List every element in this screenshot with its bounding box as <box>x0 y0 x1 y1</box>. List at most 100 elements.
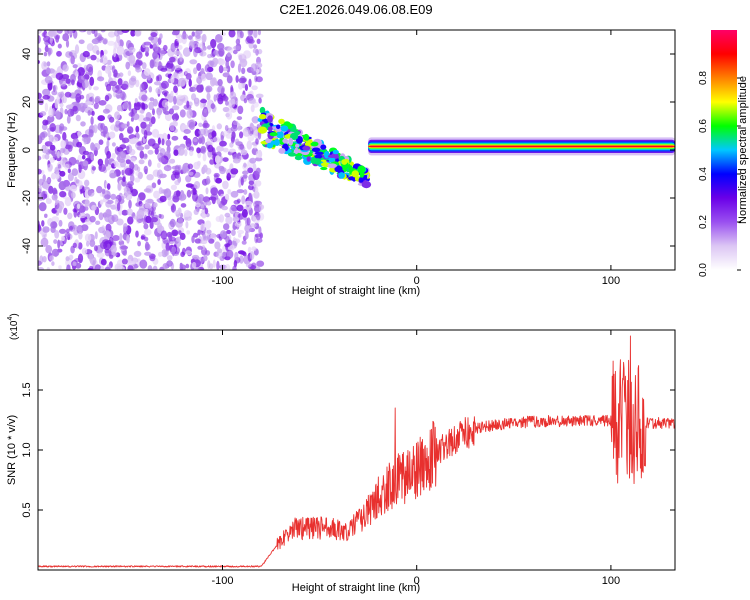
y-tick-label: 40 <box>21 48 33 60</box>
noise-blob <box>153 190 160 199</box>
x-tick-label: 0 <box>414 275 420 287</box>
noise-blob <box>258 226 262 235</box>
noise-blob <box>82 150 90 156</box>
noise-blob <box>216 145 224 152</box>
noise-blob <box>42 119 49 126</box>
chirp-blob <box>276 130 284 139</box>
noise-blob <box>239 255 244 264</box>
noise-blob <box>98 212 104 221</box>
noise-blob <box>68 254 74 260</box>
noise-blob <box>76 141 83 148</box>
noise-blob <box>43 35 51 43</box>
y-tick-label: 1.0 <box>21 442 33 457</box>
noise-blob <box>240 176 244 186</box>
noise-blob <box>57 239 61 249</box>
noise-blob <box>75 159 80 165</box>
noise-blob <box>67 168 71 174</box>
noise-blob <box>85 101 93 106</box>
noise-blob <box>237 233 242 238</box>
noise-blob <box>246 217 251 226</box>
noise-blob <box>165 139 172 147</box>
noise-blob <box>55 72 64 81</box>
noise-blob <box>226 75 233 84</box>
noise-blob <box>178 77 186 87</box>
noise-blob <box>143 223 149 230</box>
noise-blob <box>203 128 209 137</box>
x-tick-label: -100 <box>211 575 233 587</box>
noise-blob <box>104 157 109 167</box>
noise-blob <box>38 260 42 266</box>
noise-blob <box>138 159 145 165</box>
noise-blob <box>186 230 191 235</box>
noise-blob <box>166 231 173 238</box>
noise-blob <box>137 171 143 180</box>
noise-blob <box>69 184 78 192</box>
noise-blob <box>74 258 82 262</box>
chirp-blob <box>276 124 281 130</box>
noise-blob <box>244 231 249 240</box>
noise-blob <box>122 223 128 232</box>
noise-blob <box>152 51 158 60</box>
noise-blob <box>230 126 238 132</box>
noise-blob <box>144 251 152 256</box>
noise-blob <box>224 212 231 218</box>
noise-blob <box>254 233 261 238</box>
noise-blob <box>53 239 58 245</box>
noise-blob <box>84 206 89 211</box>
noise-blob <box>170 173 176 181</box>
chirp-blob <box>308 139 313 144</box>
noise-blob <box>191 261 197 269</box>
noise-blob <box>116 218 124 226</box>
noise-blob <box>255 167 261 175</box>
noise-blob <box>76 226 83 232</box>
noise-blob <box>171 105 180 111</box>
noise-blob <box>86 249 92 254</box>
noise-blob <box>136 209 145 219</box>
noise-blob <box>98 139 104 145</box>
noise-blob <box>218 214 225 223</box>
noise-blob <box>143 165 148 173</box>
noise-blob <box>210 52 216 58</box>
noise-blob <box>40 131 46 141</box>
noise-blob <box>240 149 248 156</box>
noise-blob <box>125 61 130 70</box>
snr-y-axis: 0.5 1.0 1.5 <box>21 382 675 518</box>
noise-blob <box>179 109 186 118</box>
noise-blob <box>129 138 137 145</box>
noise-blob <box>175 236 182 242</box>
noise-blob <box>217 97 224 105</box>
y-tick-label: 1.5 <box>21 382 33 397</box>
noise-blob <box>103 240 111 251</box>
x-tick-label: 0 <box>414 575 420 587</box>
noise-blob <box>255 76 263 83</box>
chirp-blob <box>320 166 328 171</box>
noise-blob <box>258 97 262 104</box>
noise-blob <box>249 251 255 260</box>
noise-blob <box>60 235 65 242</box>
noise-blob <box>191 235 195 244</box>
snr-y-multiplier-base: (x10 <box>9 320 20 340</box>
chirp-blob <box>269 132 278 137</box>
noise-blob <box>81 247 88 255</box>
noise-blob <box>70 191 76 199</box>
noise-blob <box>82 160 89 167</box>
noise-blob <box>81 154 86 160</box>
noise-blob <box>173 95 177 105</box>
noise-blob <box>160 230 168 240</box>
noise-blob <box>222 157 229 163</box>
noise-blob <box>155 75 160 82</box>
noise-blob <box>134 177 141 183</box>
noise-blob <box>244 200 253 206</box>
x-tick-label: 100 <box>602 575 620 587</box>
noise-blob <box>213 172 220 178</box>
noise-blob <box>200 204 204 209</box>
noise-blob <box>143 188 152 193</box>
chirp-blob <box>351 170 360 178</box>
noise-blob <box>176 94 185 100</box>
noise-blob <box>139 259 148 269</box>
noise-blob <box>254 186 259 195</box>
noise-blob <box>193 47 198 58</box>
noise-blob <box>91 110 95 116</box>
noise-blob <box>186 100 190 109</box>
noise-blob <box>173 210 180 215</box>
